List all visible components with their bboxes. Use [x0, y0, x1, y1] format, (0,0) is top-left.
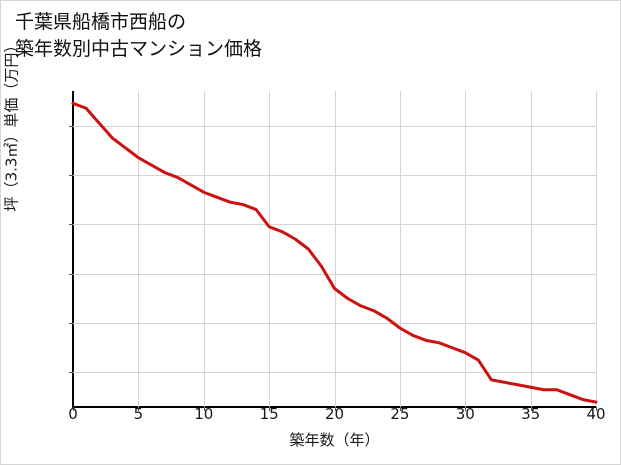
x-tick-label: 0	[68, 405, 78, 423]
x-tick-label: 10	[194, 405, 214, 423]
x-tick-mark	[269, 407, 271, 411]
x-tick-mark	[203, 407, 205, 411]
x-tick-label: 20	[324, 405, 345, 423]
x-axis-label: 築年数（年）	[289, 431, 380, 449]
x-tick-mark	[465, 407, 467, 411]
x-tick-label: 15	[259, 405, 279, 423]
y-tick-mark	[69, 273, 73, 275]
y-tick-mark	[69, 174, 73, 176]
chart-title: 千葉県船橋市西船の 築年数別中古マンション価格	[15, 11, 263, 60]
x-tick-label: 5	[133, 405, 144, 423]
gridline-vertical	[465, 91, 467, 407]
x-tick-mark	[73, 407, 74, 411]
gridline-vertical	[203, 91, 205, 407]
gridline-vertical	[399, 91, 401, 407]
x-tick-label: 35	[521, 405, 541, 423]
gridline-vertical	[138, 91, 140, 407]
x-tick-label: 40	[586, 405, 606, 423]
x-tick-mark	[334, 407, 336, 411]
gridline-vertical	[269, 91, 271, 407]
data-series-line	[71, 101, 598, 404]
y-axis-spine	[72, 91, 74, 407]
y-tick-mark	[69, 224, 73, 226]
gridline-vertical	[334, 91, 336, 407]
y-tick-mark	[69, 125, 73, 127]
y-tick-mark	[69, 372, 73, 374]
x-tick-mark	[596, 407, 597, 411]
gridline-vertical	[530, 91, 532, 407]
x-tick-mark	[530, 407, 532, 411]
x-tick-label: 25	[390, 405, 410, 423]
x-tick-label: 30	[455, 405, 475, 423]
x-tick-mark	[138, 407, 140, 411]
gridline-vertical	[596, 91, 597, 407]
y-tick-mark	[69, 323, 73, 325]
x-tick-mark	[399, 407, 401, 411]
y-axis-label: 坪（3.3㎡）単価（万円）	[2, 37, 21, 212]
